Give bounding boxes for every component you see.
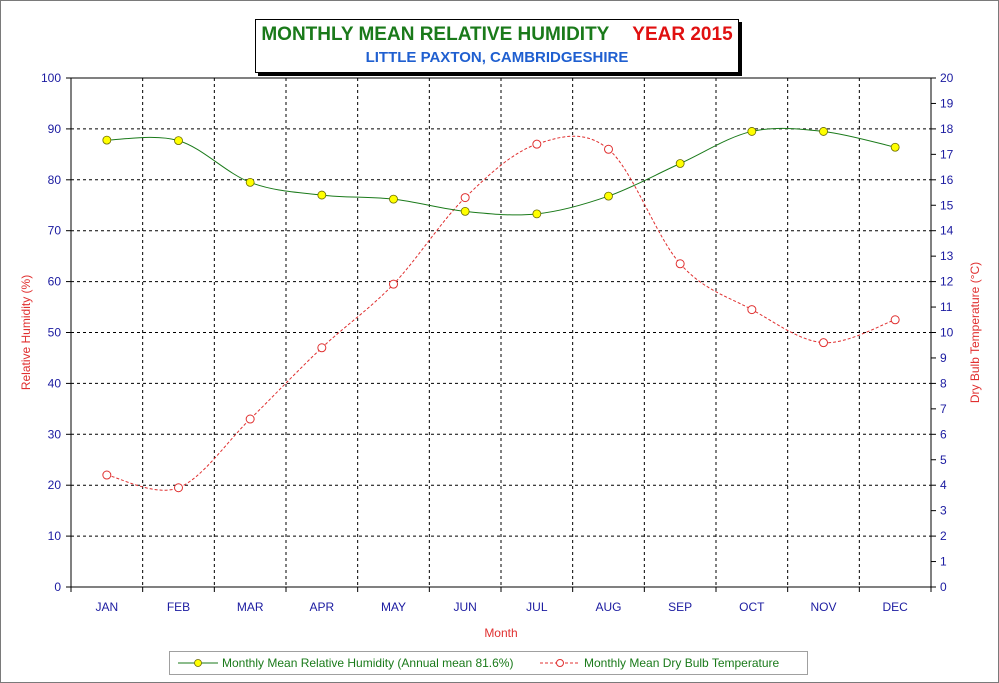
x-tick-label: DEC [882,600,908,614]
x-tick-label: MAY [381,600,406,614]
humidity-point [174,136,183,146]
y2-tick-label: 18 [940,122,954,136]
y-tick-label: 0 [54,580,61,594]
humidity-point [102,135,112,145]
y2-tick-label: 16 [940,173,954,187]
temperature-point [604,144,613,154]
y2-axis-title: Dry Bulb Temperature (°C) [968,262,982,403]
y-tick-label: 50 [48,326,62,340]
temperature-point [675,259,685,269]
humidity-point [389,194,398,204]
y2-tick-label: 15 [940,198,954,212]
y-tick-label: 60 [48,275,62,289]
y2-tick-label: 19 [940,96,954,110]
humidity-point [890,142,900,152]
humidity-point [245,177,255,187]
humidity-point [317,190,327,200]
y2-tick-label: 1 [940,555,947,569]
y2-tick-label: 20 [940,71,954,85]
humidity-point [532,209,542,219]
temperature-point [245,414,255,424]
y-tick-label: 90 [48,122,62,136]
y2-tick-label: 5 [940,453,947,467]
chart-title: MONTHLY MEAN RELATIVE HUMIDITY YEAR 2015 [256,24,738,46]
chart-title-box: MONTHLY MEAN RELATIVE HUMIDITY YEAR 2015… [255,19,739,73]
x-tick-label: APR [309,600,334,614]
temperature-point [890,315,900,325]
y2-tick-label: 0 [940,580,947,594]
temperature-point [460,193,470,203]
y2-tick-label: 8 [940,376,947,390]
y2-tick-label: 3 [940,504,947,518]
temperature-point [819,338,828,348]
y-tick-label: 100 [41,71,61,85]
humidity-point [675,159,685,168]
y2-tick-label: 6 [940,427,947,441]
x-tick-label: JUL [526,600,548,614]
x-tick-label: NOV [810,600,836,614]
chart-title-main: MONTHLY MEAN RELATIVE HUMIDITY [261,24,610,45]
x-tick-label: JUN [453,600,476,614]
x-tick-label: AUG [595,600,621,614]
humidity-point [747,127,757,136]
temperature-point [532,139,542,149]
legend-humidity-symbol [178,659,218,667]
y2-tick-label: 13 [940,249,954,263]
humidity-point [460,206,470,216]
x-tick-label: FEB [167,600,190,614]
y2-tick-label: 2 [940,529,947,543]
y-tick-label: 30 [48,427,62,441]
x-tick-label: MAR [237,600,264,614]
x-tick-label: JAN [95,600,118,614]
y2-tick-label: 12 [940,275,954,289]
y-tick-label: 10 [48,529,62,543]
y-tick-label: 40 [48,376,62,390]
x-axis-title: Month [484,626,517,640]
y-tick-label: 80 [48,173,62,187]
legend-temperature-label: Monthly Mean Dry Bulb Temperature [584,656,780,670]
humidity-point [604,191,613,201]
x-tick-label: OCT [739,600,765,614]
legend-temperature-symbol [540,659,580,667]
y2-tick-label: 9 [940,351,947,365]
y-tick-label: 70 [48,224,62,238]
temperature-point [317,343,327,353]
temperature-point [389,279,398,289]
temperature-point [747,305,757,315]
series-line-humidity [106,127,896,216]
y2-tick-label: 14 [940,224,954,238]
y2-tick-label: 11 [940,300,953,314]
y2-tick-label: 10 [940,326,954,340]
x-tick-label: SEP [668,600,692,614]
chart-subtitle: LITTLE PAXTON, CAMBRIDGESHIRE [365,49,629,66]
temperature-point [102,470,112,480]
temperature-point [174,483,183,493]
humidity-point [819,127,828,136]
legend-humidity-label: Monthly Mean Relative Humidity (Annual m… [222,656,514,670]
y2-tick-label: 7 [940,402,947,416]
y-tick-label: 20 [48,478,62,492]
y2-tick-label: 4 [940,478,947,492]
y2-tick-label: 17 [940,147,954,161]
chart-title-year: YEAR 2015 [632,24,733,45]
chart-legend: Monthly Mean Relative Humidity (Annual m… [169,651,808,675]
y-axis-title: Relative Humidity (%) [19,275,33,390]
